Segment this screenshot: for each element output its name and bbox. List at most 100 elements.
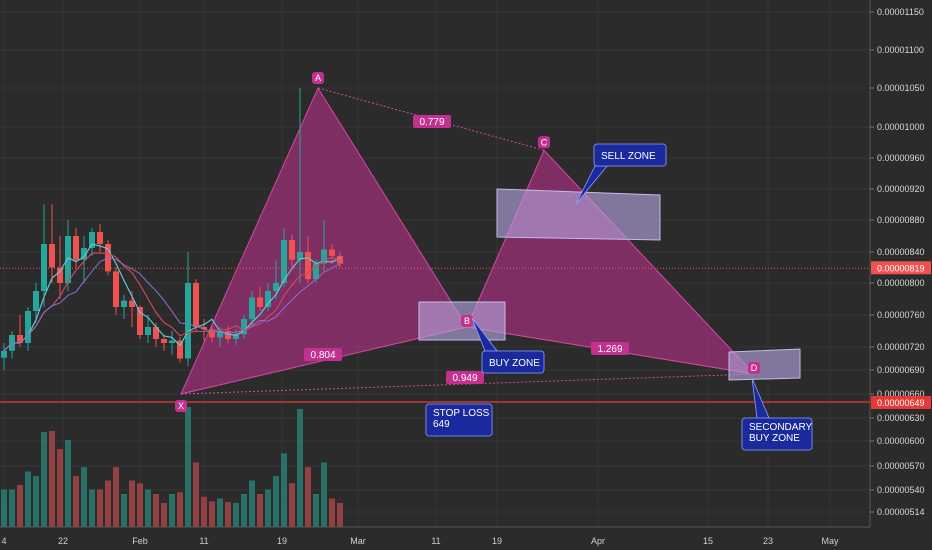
volume-bar [321, 462, 327, 527]
point-label: B [464, 316, 470, 326]
time-tick-label: 11 [199, 536, 208, 546]
time-tick-label: Apr [591, 536, 605, 546]
price-tick-label: 0.00000720 [877, 342, 925, 352]
point-label: C [541, 137, 548, 147]
candle-body [65, 236, 71, 283]
volume-bar [169, 494, 175, 527]
volume-bar [57, 449, 63, 527]
ratio-label: 0.779 [413, 115, 451, 128]
candle-body [161, 339, 167, 343]
point-d: D [748, 362, 760, 374]
volume-bar [153, 494, 159, 527]
candle-body [281, 240, 287, 283]
price-tick-label: 0.00001150 [877, 7, 924, 17]
volume-bar [241, 494, 247, 527]
point-label: A [315, 73, 321, 83]
ratio-label: 1.269 [591, 342, 629, 355]
volume-bar [73, 476, 79, 527]
callout-buy-zone: BUY ZONE [471, 317, 545, 374]
volume-bar [161, 503, 167, 527]
candle-body [217, 331, 223, 338]
candle-body [153, 327, 159, 339]
candle-body [337, 255, 343, 264]
ratio-label: 0.804 [304, 348, 342, 361]
candle-body [57, 267, 63, 283]
callout-sell-zone: SELL ZONE [575, 143, 667, 205]
stop-price-text: 0.00000649 [877, 398, 925, 408]
volume-bar [337, 503, 343, 527]
volume-bar [65, 440, 71, 527]
callout-text: STOP LOSS [433, 408, 490, 419]
zone-sell [496, 188, 661, 241]
candle-body [241, 319, 247, 335]
candle-body [193, 283, 199, 327]
volume-bar [297, 409, 303, 527]
volume-bar [193, 462, 199, 527]
candle-body [297, 252, 303, 260]
volume-bar [313, 494, 319, 527]
candle-body [129, 300, 135, 307]
volume-bar [49, 431, 55, 527]
volume-bar [201, 496, 207, 527]
point-label: X [178, 401, 184, 411]
candle-body [209, 329, 215, 338]
volume-bar [1, 489, 7, 527]
volume-bar [25, 471, 31, 527]
volume-bar [9, 489, 15, 527]
point-label: D [751, 363, 758, 373]
volume-bar [289, 483, 295, 527]
candle-body [273, 283, 279, 291]
point-b: B [461, 315, 473, 327]
price-tick-label: 0.00000630 [877, 413, 925, 423]
candle-body [233, 334, 239, 339]
current-price-text: 0.00000819 [877, 263, 925, 273]
candles [1, 88, 343, 370]
volume-bar [233, 503, 239, 527]
candle-body [97, 232, 103, 244]
time-tick-label: 19 [492, 536, 502, 546]
volume-bar [305, 467, 311, 527]
candle-body [257, 297, 263, 307]
ma-fast [3, 243, 341, 352]
candle-body [185, 283, 191, 359]
volume-bar [113, 467, 119, 527]
trade-zones[interactable] [418, 188, 801, 381]
point-x: X [175, 400, 187, 412]
time-tick-label: Mar [350, 536, 366, 546]
volume-bar [129, 480, 135, 527]
pattern-points: X A B C D [175, 72, 760, 412]
volume-bar [217, 498, 223, 527]
time-tick-label: 15 [703, 536, 713, 546]
price-axis[interactable]: 0.00001150 0.00001100 0.00001050 0.00001000… [869, 0, 932, 550]
moving-averages [3, 243, 341, 352]
stop-price-badge: 0.00000649 [871, 396, 931, 409]
volume-bar [265, 489, 271, 527]
price-tick-label: 0.00000880 [877, 215, 925, 225]
time-tick-label: 4 [1, 536, 6, 546]
candle-body [89, 232, 95, 248]
time-tick-label: 23 [763, 536, 773, 546]
point-a: A [312, 72, 324, 84]
callout-text: SELL ZONE [601, 151, 656, 162]
candle-body [329, 249, 335, 256]
volume-bar [225, 502, 231, 527]
price-tick-label: 0.00001000 [877, 122, 925, 132]
volume-bar [281, 453, 287, 527]
price-tick-label: 0.00000960 [877, 153, 925, 163]
time-tick-label: May [821, 536, 839, 546]
price-tick-label: 0.00000600 [877, 436, 925, 446]
volume-bar [257, 494, 263, 527]
candle-body [169, 340, 175, 343]
ratio-text: 0.779 [419, 117, 444, 128]
candle-body [33, 291, 39, 311]
ma-long [3, 257, 341, 352]
candle-body [145, 327, 151, 335]
volume-bar [81, 467, 87, 527]
ratio-text: 0.804 [310, 350, 335, 361]
time-axis[interactable]: 4 22 Feb 11 19 Mar 11 19 Apr 15 23 May [0, 526, 870, 546]
